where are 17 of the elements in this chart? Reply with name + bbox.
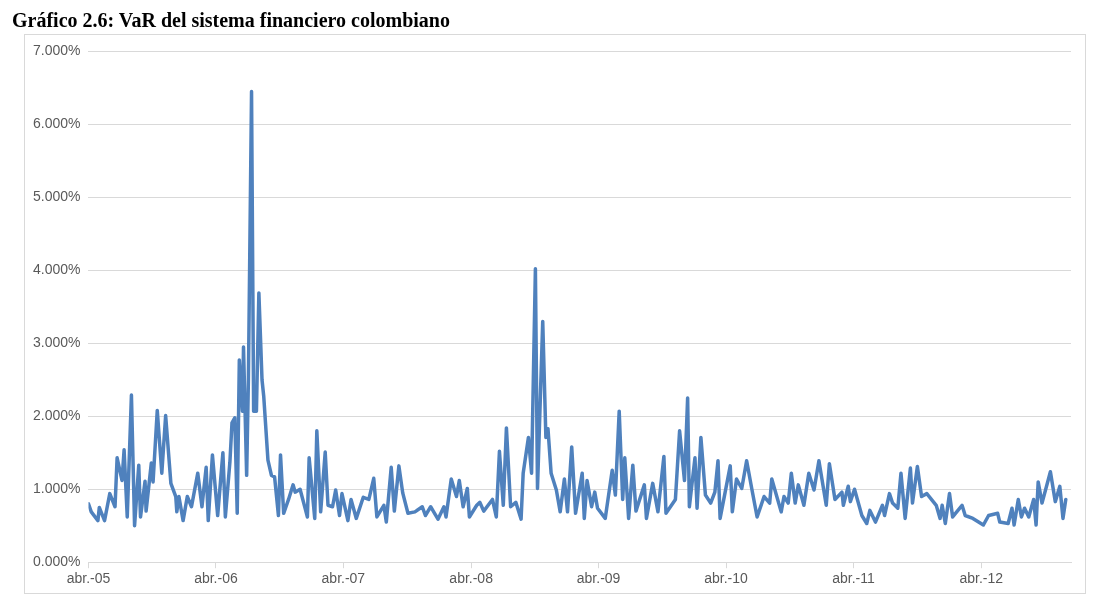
- x-tick-label: abr.-11: [832, 570, 875, 587]
- y-tick-label: 1.000%: [33, 480, 81, 497]
- y-tick-label: 6.000%: [33, 115, 81, 132]
- x-tick-label: abr.-09: [576, 570, 621, 587]
- y-tick-label: 3.000%: [33, 334, 81, 351]
- y-tick-label: 2.000%: [33, 407, 81, 424]
- x-tick-label: abr.-07: [321, 570, 366, 587]
- x-tick-label: abr.-08: [449, 570, 494, 587]
- x-tick-label: abr.-10: [704, 570, 749, 587]
- y-tick-label: 4.000%: [33, 261, 81, 278]
- x-tick-label: abr.-06: [194, 570, 238, 587]
- chart-title: Gráfico 2.6: VaR del sistema financiero colombiano: [12, 8, 451, 32]
- y-tick-label: 5.000%: [33, 188, 81, 205]
- x-tick-label: abr.-05: [66, 570, 111, 587]
- x-tick-label: abr.-12: [959, 570, 1004, 587]
- y-tick-label: 0.000%: [33, 553, 81, 570]
- y-tick-label: 7.000%: [33, 42, 81, 59]
